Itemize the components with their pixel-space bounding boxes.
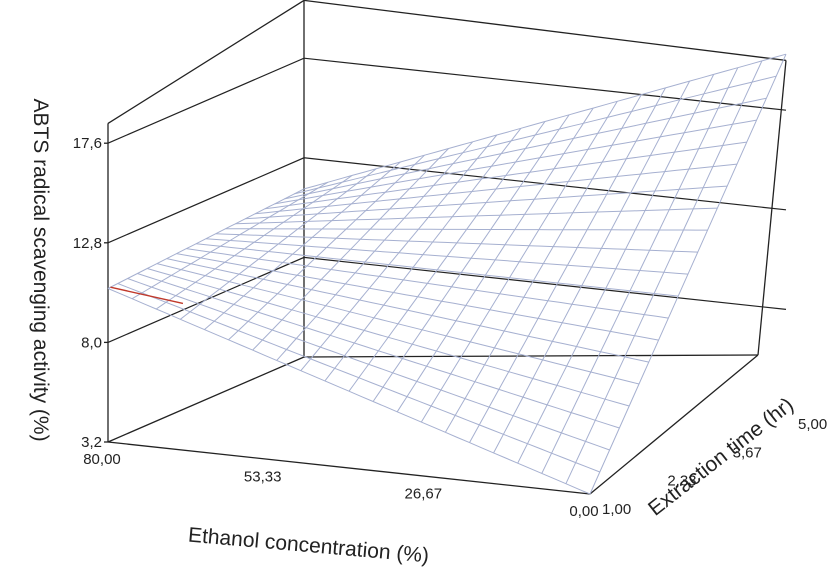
z-tick-label: 3,2 (81, 434, 102, 451)
z-gridline (107, 256, 787, 343)
y-axis-title: Extraction time (hr) (644, 393, 798, 520)
mesh-line-ethanol (107, 288, 591, 495)
mesh-line-ethanol (235, 207, 718, 225)
x-tick-label: 26,67 (405, 486, 443, 503)
mesh-line-ethanol (225, 228, 708, 231)
mesh-line-ethanol (215, 233, 698, 253)
x-tick-label: 0,00 (569, 503, 598, 520)
mesh-line-ethanol (166, 258, 649, 363)
y-tick-label: 5,00 (798, 416, 827, 433)
z-tick-label: 8,0 (81, 334, 102, 351)
z-tick-label: 12,8 (73, 235, 102, 252)
x-tick-label: 80,00 (83, 451, 121, 468)
mesh-line-ethanol (284, 97, 767, 200)
mesh-line-ethanol (186, 248, 669, 319)
mesh-line-ethanol (245, 185, 728, 220)
x-axis-title: Ethanol concentration (%) (187, 524, 430, 568)
mesh-line-ethanol (274, 119, 757, 205)
mesh-line-ethanol (127, 278, 610, 451)
y-tick-label: 2,33 (667, 473, 696, 490)
surface-mesh (107, 53, 787, 495)
mesh-line-ethanol (117, 283, 600, 473)
mesh-line-ethanol (176, 253, 659, 341)
tick-labels: 3,2 8,0 12,8 17,6 80,00 53,33 26,67 0,00 1,00 2,3… (73, 135, 827, 520)
top-back-edge (303, 0, 787, 62)
floor-back-left-edge (107, 356, 305, 443)
mesh-line-ethanol (156, 263, 640, 385)
z-gridline (107, 57, 787, 144)
mesh-line-ethanol (254, 163, 738, 215)
mesh-line-ethanol (196, 243, 679, 297)
mesh-line-ethanol (137, 273, 620, 429)
mesh-line-ethanol (205, 238, 689, 275)
x-tick-label: 53,33 (244, 468, 282, 485)
mesh-line-ethanol (294, 75, 777, 195)
y-axis-line (589, 354, 759, 495)
x-axis-line (107, 441, 591, 495)
mesh-line-ethanol (264, 141, 747, 210)
y-tick-label: 1,00 (602, 501, 631, 518)
z-gridline (107, 157, 787, 244)
top-left-edge (107, 0, 305, 124)
mesh-line-ethanol (147, 268, 630, 407)
surface-high-region (110, 286, 184, 305)
z-axis-title: ABTS radical scavenging activity (%) (29, 98, 52, 441)
floor-back-edge (303, 354, 759, 358)
y-tick-label: 3,67 (733, 444, 762, 461)
axes-frame (104, 0, 787, 495)
z-tick-label: 17,6 (73, 135, 102, 152)
mesh-line-ethanol (303, 53, 787, 190)
